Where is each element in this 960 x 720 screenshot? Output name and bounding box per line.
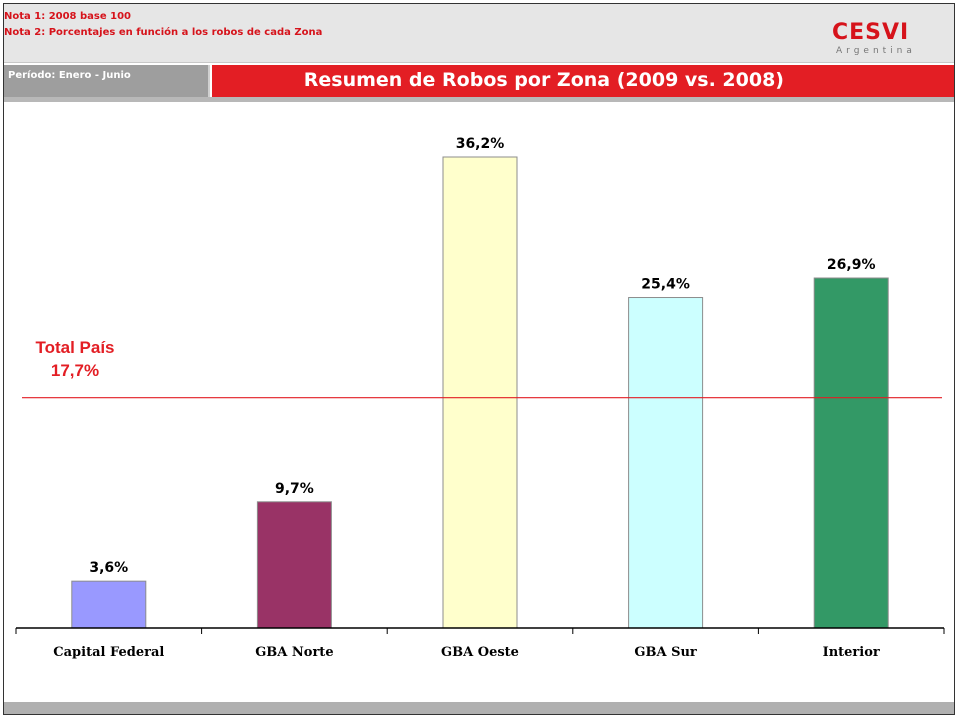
x-tick-label: GBA Norte — [255, 645, 333, 660]
bar-gba-oeste — [442, 156, 518, 629]
footer-bar — [4, 702, 954, 714]
total-pais-label: Total País — [35, 338, 114, 357]
x-tick-label: GBA Sur — [634, 645, 697, 660]
bar-interior — [813, 277, 889, 629]
x-tick-label: Interior — [823, 645, 880, 660]
logo-wordmark: CESVI — [832, 20, 910, 45]
bar-value-label: 25,4% — [641, 277, 690, 293]
header-divider — [4, 97, 954, 102]
bar-value-label: 36,2% — [456, 136, 505, 152]
period-box: Período: Enero - Junio — [4, 65, 210, 97]
page-title: Resumen de Robos por Zona (2009 vs. 2008… — [303, 69, 784, 91]
x-tick-label: Capital Federal — [53, 645, 164, 660]
logo-subtitle: Argentina — [836, 46, 916, 56]
total-pais-value: 17,7% — [51, 361, 99, 380]
header-band — [4, 4, 954, 63]
cesvi-logo: CESVI Argentina — [832, 20, 928, 60]
bar-gba-norte — [256, 501, 332, 629]
bar-value-label: 26,9% — [827, 257, 876, 273]
bar-gba-sur — [628, 297, 704, 629]
bar-value-label: 3,6% — [89, 560, 128, 576]
title-banner: Resumen de Robos por Zona (2009 vs. 2008… — [212, 65, 954, 97]
note-2: Nota 2: Porcentajes en función a los rob… — [4, 27, 323, 38]
note-1: Nota 1: 2008 base 100 — [4, 11, 131, 22]
x-tick-label: GBA Oeste — [441, 645, 519, 660]
period-label: Período: Enero - Junio — [8, 70, 131, 81]
bar-capital-federal — [71, 580, 147, 629]
bar-value-label: 9,7% — [275, 481, 314, 497]
